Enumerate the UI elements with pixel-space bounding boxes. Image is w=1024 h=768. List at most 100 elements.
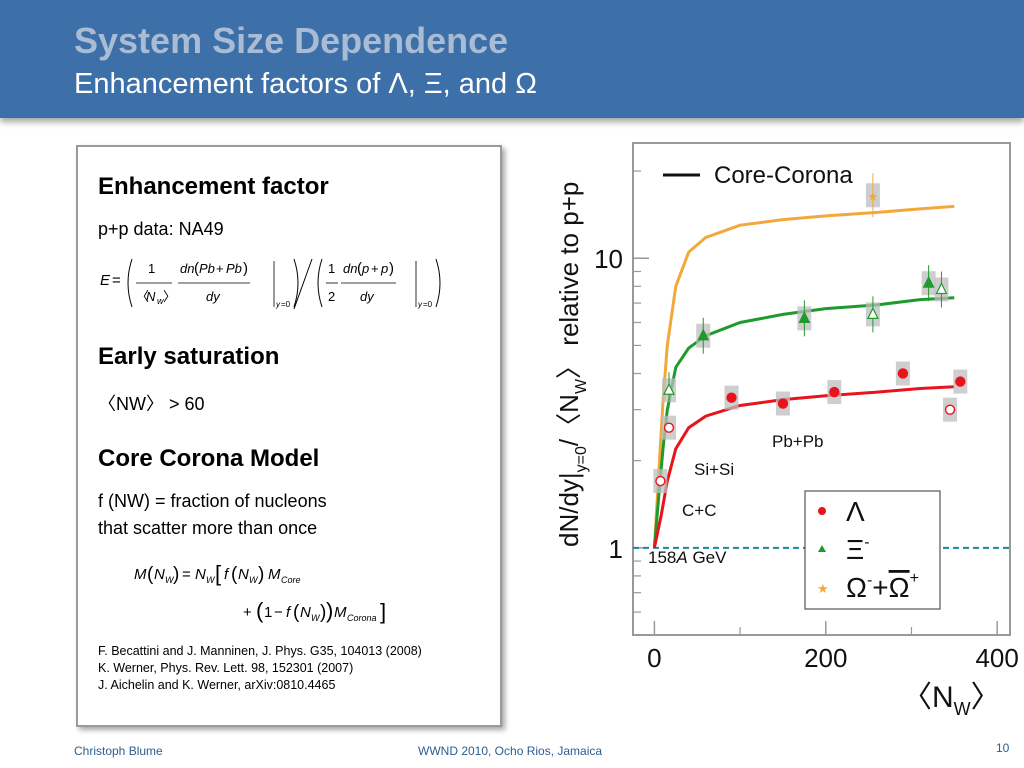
svg-text:y: y <box>275 300 281 309</box>
svg-text:N: N <box>238 566 249 583</box>
svg-text:dn: dn <box>343 261 357 276</box>
svg-text:dy: dy <box>206 289 221 304</box>
svg-text:Pb: Pb <box>199 261 215 276</box>
svg-text:): ) <box>389 260 394 277</box>
pp-data-text: p+p data: NA49 <box>98 219 224 239</box>
legend-box <box>804 490 941 610</box>
reference-1: F. Becattini and J. Manninen, J. Phys. G… <box>98 644 422 658</box>
annotation-pbpb: Pb+Pb <box>772 432 824 451</box>
lambda-point <box>897 368 909 379</box>
svg-text:f: f <box>224 566 230 583</box>
svg-text:w: w <box>157 296 164 306</box>
legend-lambda-marker <box>818 507 826 515</box>
svg-text:p: p <box>361 261 369 276</box>
slide-subtitle: Enhancement factors of Λ, Ξ, and Ω <box>74 68 537 100</box>
svg-text:W: W <box>249 575 259 585</box>
plot-frame <box>632 142 1011 636</box>
svg-text:M: M <box>334 604 347 621</box>
xi-point <box>663 382 675 395</box>
lambda-point <box>955 376 966 387</box>
svg-text:[: [ <box>215 561 221 586</box>
svg-text:=0: =0 <box>423 300 433 309</box>
svg-text:(: ( <box>231 564 238 585</box>
svg-text:(: ( <box>256 598 264 623</box>
svg-text:=0: =0 <box>281 300 291 309</box>
svg-text:(: ( <box>147 564 154 585</box>
svg-text:f: f <box>286 604 292 621</box>
svg-text:M: M <box>268 566 281 583</box>
legend-lambda-label: Λ <box>846 496 865 527</box>
svg-text:+: + <box>216 261 224 276</box>
references: F. Becattini and J. Manninen, J. Phys. G… <box>98 643 422 694</box>
enhancement-chart: ★ 0 200 400 1 10 Core-Corona Pb+Pb Si+Si C+C… <box>554 142 1019 719</box>
svg-text:Core: Core <box>281 575 301 585</box>
footer-conference: WWND 2010, Ocho Rios, Jamaica <box>418 744 603 758</box>
y-tick-label: 10 <box>594 244 623 274</box>
svg-text:−: − <box>274 604 283 621</box>
core-corona-definition-2: that scatter more than once <box>98 518 318 538</box>
svg-text:+: + <box>371 261 379 276</box>
slide-title: System Size Dependence <box>74 20 509 61</box>
x-tick-label: 200 <box>804 643 847 673</box>
x-axis-label: 〈NW〉 <box>902 681 1001 719</box>
svg-text:): ) <box>320 602 326 623</box>
text-panel: Enhancement factor p+p data: NA49 E = 1 … <box>76 145 502 727</box>
svg-text:W: W <box>311 613 321 623</box>
svg-text:N: N <box>154 566 165 583</box>
heading-enhancement-factor: Enhancement factor <box>98 173 329 200</box>
svg-text:+: + <box>243 604 252 621</box>
omega-point: ★ <box>868 189 879 203</box>
early-saturation-condition: 〈NW〉 > 60 <box>98 394 205 414</box>
xi-point <box>798 311 811 323</box>
reference-2: K. Werner, Phys. Rev. Lett. 98, 152301 (… <box>98 661 354 675</box>
svg-text:N: N <box>195 566 206 583</box>
title-bar: System Size Dependence Enhancement facto… <box>0 0 1024 118</box>
core-corona-definition-1: f (NW) = fraction of nucleons <box>98 491 327 511</box>
xi-point <box>935 282 948 295</box>
y-tick-label: 1 <box>609 534 623 564</box>
svg-text:(: ( <box>194 260 199 277</box>
svg-text:1: 1 <box>148 261 155 276</box>
svg-text:p: p <box>380 261 388 276</box>
svg-text:dn: dn <box>180 261 194 276</box>
svg-text:): ) <box>326 598 333 623</box>
svg-text:]: ] <box>380 599 386 624</box>
svg-text:E: E <box>100 272 111 289</box>
footer-author: Christoph Blume <box>74 744 163 758</box>
x-tick-label: 400 <box>975 643 1018 673</box>
y-axis-label: dN/dy|y=0/〈NW〉 relative to p+p <box>554 182 590 547</box>
lambda-point <box>726 392 737 403</box>
heading-core-corona: Core Corona Model <box>98 445 320 472</box>
svg-text:W: W <box>165 575 175 585</box>
lambda-point <box>777 398 789 409</box>
svg-text:Pb: Pb <box>226 261 242 276</box>
svg-text:〈: 〈 <box>136 289 149 304</box>
lambda-point <box>663 422 675 433</box>
annotation-cc: C+C <box>682 501 716 520</box>
xi-point <box>922 275 935 288</box>
core-corona-formula: M ( N W ) = N W [ f ( N W ) M Core + ( 1… <box>134 561 386 624</box>
svg-text:〉: 〉 <box>163 289 176 304</box>
svg-text:(: ( <box>357 260 362 277</box>
svg-text:dy: dy <box>360 289 375 304</box>
svg-text:=: = <box>112 272 121 289</box>
x-tick-label: 0 <box>647 643 661 673</box>
page-number: 10 <box>996 741 1010 755</box>
lambda-point <box>829 386 840 398</box>
svg-text:): ) <box>173 564 179 585</box>
annotation-sisi: Si+Si <box>694 460 734 479</box>
data-points: ★ <box>653 173 968 494</box>
svg-text:=: = <box>182 566 191 583</box>
heading-early-saturation: Early saturation <box>98 343 280 370</box>
svg-text:W: W <box>206 575 216 585</box>
svg-text:y: y <box>417 300 423 309</box>
svg-text:(: ( <box>293 602 300 623</box>
tick-labels: 0 200 400 1 10 <box>594 244 1019 673</box>
svg-text:): ) <box>258 564 264 585</box>
svg-text:1: 1 <box>264 604 272 621</box>
svg-text:2: 2 <box>328 289 335 304</box>
xi-point <box>697 328 710 341</box>
lambda-point <box>944 404 956 415</box>
legend-omega-label: Ω-+Ω+ <box>846 570 919 603</box>
legend-xi-label: Ξ- <box>846 534 870 565</box>
